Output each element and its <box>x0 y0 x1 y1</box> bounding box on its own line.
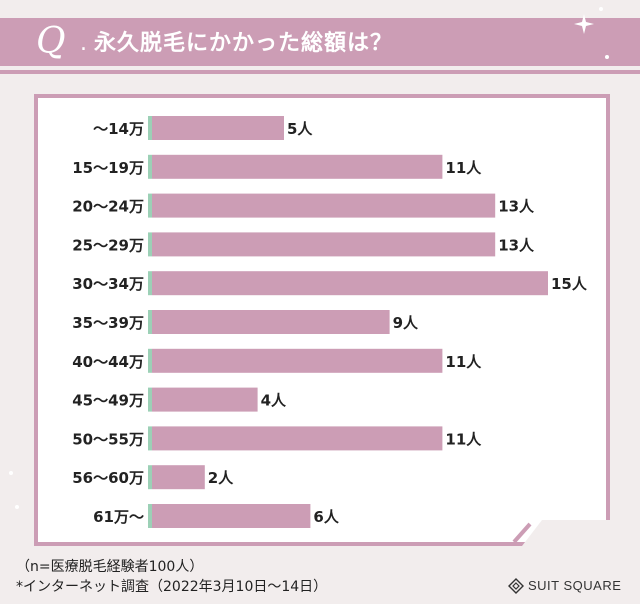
axis-marker <box>148 465 152 490</box>
q-dot: . <box>80 31 87 56</box>
value-label: 5人 <box>287 120 313 138</box>
axis-marker <box>148 310 152 334</box>
value-label: 2人 <box>208 469 234 487</box>
axis-marker <box>148 232 152 257</box>
bar <box>152 348 443 373</box>
category-label: 45〜49万 <box>72 392 144 410</box>
bar <box>152 232 496 257</box>
axis-marker <box>148 426 152 451</box>
sparkle-dot-icon <box>15 505 19 509</box>
q-mark: Q <box>36 21 66 62</box>
axis-marker <box>148 271 152 296</box>
bar <box>152 504 311 528</box>
category-label: 61万〜 <box>93 508 144 526</box>
bar <box>152 310 390 334</box>
axis-marker <box>148 154 152 179</box>
category-label: 15〜19万 <box>72 159 144 177</box>
sparkle-dot-icon <box>605 55 609 59</box>
axis-marker <box>148 193 152 218</box>
value-label: 6人 <box>313 508 339 526</box>
panel-corner-accent <box>512 522 532 544</box>
value-label: 11人 <box>445 159 482 177</box>
axis-marker <box>148 504 152 528</box>
sparkle-icon <box>574 14 594 34</box>
page-title: 永久脱毛にかかった総額は？ <box>94 31 394 56</box>
bar <box>152 387 258 412</box>
bar <box>152 426 443 451</box>
title-banner <box>0 18 640 66</box>
category-label: 20〜24万 <box>72 198 144 216</box>
logo-text: SUIT SQUARE <box>528 578 622 593</box>
suit-square-logo-icon <box>508 578 524 594</box>
value-label: 11人 <box>445 430 482 448</box>
value-label: 9人 <box>393 314 419 332</box>
category-label: 30〜34万 <box>72 275 144 293</box>
bar <box>152 116 284 140</box>
bar <box>152 271 548 296</box>
axis-marker <box>148 348 152 373</box>
value-label: 13人 <box>498 198 535 216</box>
bar <box>152 154 443 179</box>
category-label: 50〜55万 <box>72 430 144 448</box>
title-underline <box>0 70 640 74</box>
value-label: 13人 <box>498 236 535 254</box>
value-label: 4人 <box>261 392 287 410</box>
bar <box>152 193 496 218</box>
category-label: 〜14万 <box>93 120 144 138</box>
sparkle-dot-icon <box>9 471 13 475</box>
category-label: 25〜29万 <box>72 236 144 254</box>
category-label: 56〜60万 <box>72 469 144 487</box>
survey-note: *インターネット調査（2022年3月10日〜14日） <box>16 579 328 595</box>
category-label: 40〜44万 <box>72 353 144 371</box>
value-label: 15人 <box>551 275 588 293</box>
value-label: 11人 <box>445 353 482 371</box>
axis-marker <box>148 116 152 140</box>
sparkle-dot-icon <box>599 7 603 11</box>
axis-marker <box>148 387 152 412</box>
sample-note: （n=医療脱毛経験者100人） <box>16 559 204 575</box>
bar <box>152 465 205 490</box>
category-label: 35〜39万 <box>72 314 144 332</box>
